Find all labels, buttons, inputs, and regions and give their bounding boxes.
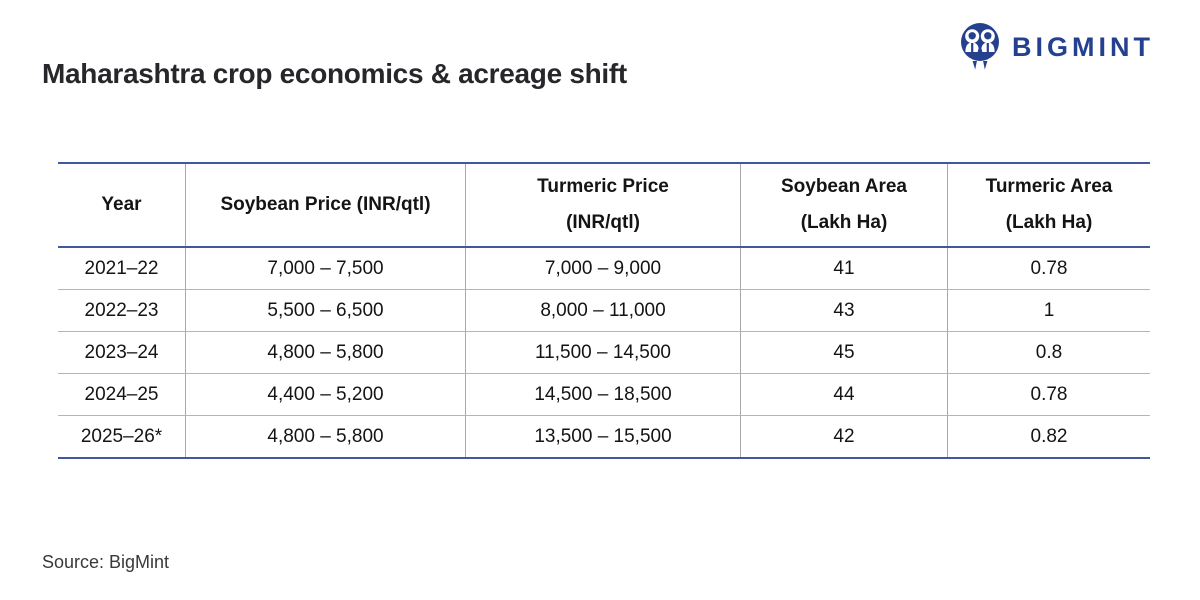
header-year: Year (101, 194, 142, 215)
table-row: 2021–22 7,000 – 7,500 7,000 – 9,000 41 0… (58, 248, 1150, 290)
cell-year: 2022–23 (84, 299, 159, 321)
table-row: 2024–25 4,400 – 5,200 14,500 – 18,500 44… (58, 374, 1150, 416)
source-note: Source: BigMint (42, 552, 170, 572)
page-title: Maharashtra crop economics & acreage shi… (42, 58, 627, 89)
crop-economics-table: Year Soybean Price (INR/qtl) Turmeric Pr… (58, 162, 1150, 459)
table-header-row: Year Soybean Price (INR/qtl) Turmeric Pr… (58, 162, 1150, 248)
bigmint-logo-icon (957, 22, 1003, 72)
cell-turmeric-area: 0.8 (947, 332, 1150, 373)
cell-turmeric-area: 0.78 (947, 374, 1150, 415)
table-row: 2022–23 5,500 – 6,500 8,000 – 11,000 43 … (58, 290, 1150, 332)
header-soybean-price: Soybean Price (INR/qtl) (185, 164, 465, 246)
cell-year: 2024–25 (84, 383, 159, 405)
cell-soybean-area: 42 (740, 416, 947, 457)
cell-year: 2021–22 (84, 257, 159, 279)
cell-turmeric-price: 14,500 – 18,500 (465, 374, 740, 415)
cell-year: 2023–24 (84, 341, 159, 363)
table-row: 2025–26* 4,800 – 5,800 13,500 – 15,500 4… (58, 416, 1150, 459)
cell-turmeric-price: 11,500 – 14,500 (465, 332, 740, 373)
cell-soybean-price: 5,500 – 6,500 (185, 290, 465, 331)
cell-soybean-area: 41 (740, 248, 947, 289)
header-soybean-area: Soybean Area (Lakh Ha) (740, 164, 947, 246)
cell-soybean-area: 43 (740, 290, 947, 331)
cell-soybean-area: 44 (740, 374, 947, 415)
cell-turmeric-price: 13,500 – 15,500 (465, 416, 740, 457)
cell-soybean-price: 7,000 – 7,500 (185, 248, 465, 289)
bigmint-logo-text: BIGMINT (1012, 31, 1154, 62)
cell-turmeric-area: 0.78 (947, 248, 1150, 289)
cell-soybean-price: 4,800 – 5,800 (185, 416, 465, 457)
table-row: 2023–24 4,800 – 5,800 11,500 – 14,500 45… (58, 332, 1150, 374)
cell-soybean-price: 4,800 – 5,800 (185, 332, 465, 373)
cell-turmeric-price: 8,000 – 11,000 (465, 290, 740, 331)
bigmint-logo: BIGMINT (957, 22, 1154, 72)
cell-soybean-area: 45 (740, 332, 947, 373)
cell-turmeric-price: 7,000 – 9,000 (465, 248, 740, 289)
cell-year: 2025–26* (80, 425, 163, 447)
cell-soybean-price: 4,400 – 5,200 (185, 374, 465, 415)
cell-turmeric-area: 1 (947, 290, 1150, 331)
cell-turmeric-area: 0.82 (947, 416, 1150, 457)
header-turmeric-area: Turmeric Area (Lakh Ha) (947, 164, 1150, 246)
header-turmeric-price: Turmeric Price (INR/qtl) (465, 164, 740, 246)
